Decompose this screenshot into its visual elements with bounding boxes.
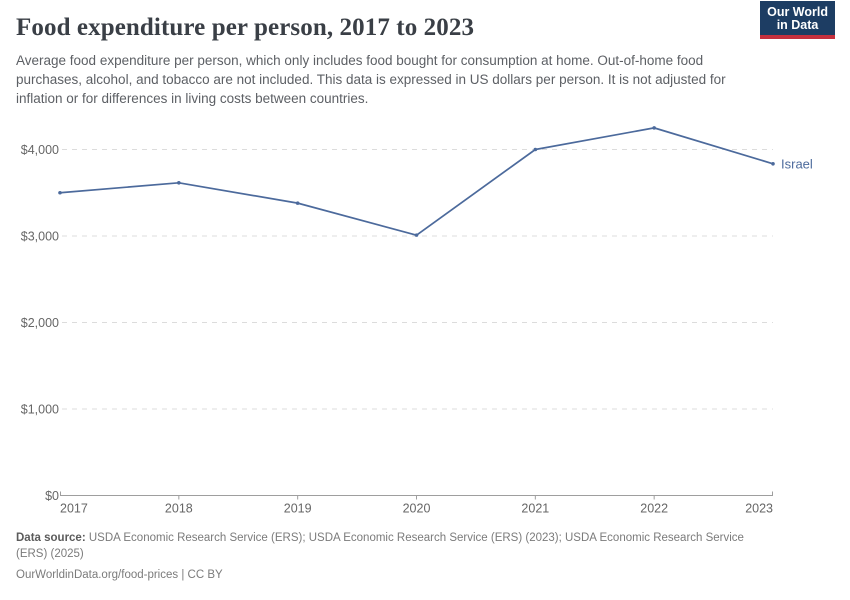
x-axis-tick-label: 2018 bbox=[165, 502, 193, 516]
line-chart-canvas: $0 $1,000 $2,000 $3,000 $4,000 2017 2018 2019 20… bbox=[21, 126, 813, 516]
data-point bbox=[652, 126, 656, 130]
data-source-label: Data source: bbox=[16, 532, 86, 544]
chart-header: Food expenditure per person, 2017 to 202… bbox=[16, 13, 834, 108]
data-point bbox=[177, 181, 181, 185]
owid-logo-line1: Our World bbox=[767, 5, 828, 19]
data-source-note: Data source: USDA Economic Research Serv… bbox=[16, 531, 761, 562]
data-point bbox=[58, 190, 62, 195]
y-axis-tick-label: $3,000 bbox=[21, 229, 59, 243]
data-point bbox=[771, 161, 775, 166]
x-axis-tick-label: 2023 bbox=[745, 502, 773, 516]
data-line bbox=[59, 127, 774, 236]
license-byline: OurWorldinData.org/food-prices | CC BY bbox=[16, 569, 223, 581]
data-point bbox=[414, 233, 419, 237]
y-axis-tick-label: $2,000 bbox=[21, 316, 59, 330]
x-axis-tick-label: 2021 bbox=[521, 502, 549, 516]
x-axis-tick-label: 2020 bbox=[403, 502, 431, 516]
y-axis-tick-label: $1,000 bbox=[21, 402, 59, 416]
chart-subtitle: Average food expenditure per person, whi… bbox=[16, 53, 726, 106]
owid-logo-line2: in Data bbox=[776, 18, 819, 32]
x-axis-tick-label: 2017 bbox=[60, 502, 88, 516]
x-axis-tick-label: 2022 bbox=[640, 502, 668, 516]
chart-title: Food expenditure per person, 2017 to 202… bbox=[16, 14, 475, 41]
data-source-text: USDA Economic Research Service (ERS); US… bbox=[16, 532, 744, 560]
entity-label: Israel bbox=[781, 156, 813, 171]
chart-footer: Data source: USDA Economic Research Serv… bbox=[16, 531, 761, 584]
y-axis-tick-label: $0 bbox=[45, 489, 59, 503]
y-axis-tick-label: $4,000 bbox=[21, 143, 59, 157]
owid-logo: Our World in Data bbox=[760, 1, 835, 39]
x-axis-tick-label: 2019 bbox=[284, 502, 312, 516]
data-point bbox=[533, 147, 538, 152]
data-point bbox=[295, 201, 300, 205]
